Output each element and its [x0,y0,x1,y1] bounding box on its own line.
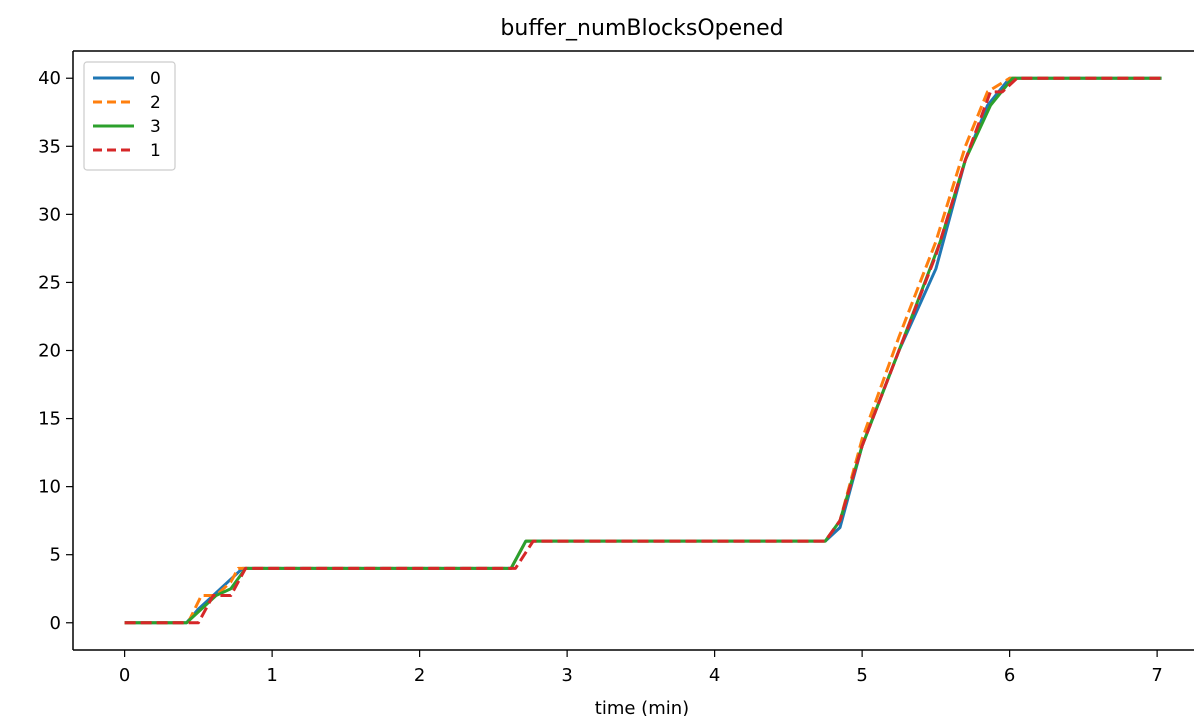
y-tick-label: 5 [50,545,61,566]
plot-area [125,78,1162,623]
y-tick-label: 0 [50,613,61,634]
legend: 0 2 3 1 [84,62,175,170]
x-tick-label: 0 [119,665,130,686]
x-tick-label: 3 [561,665,572,686]
y-tick-label: 25 [38,272,61,293]
y-tick-label: 40 [38,68,61,89]
legend-label-0: 0 [150,69,161,89]
x-tick-label: 1 [266,665,277,686]
y-tick-label: 30 [38,204,61,225]
x-tick-label: 6 [1004,665,1015,686]
x-tick-label: 5 [856,665,867,686]
legend-label-1: 1 [150,141,161,161]
x-tick-label: 2 [414,665,425,686]
series-line-1 [125,78,1162,623]
legend-label-2: 2 [150,93,161,113]
y-tick-label: 15 [38,409,61,430]
x-tick-label: 7 [1151,665,1162,686]
y-tick-label: 20 [38,341,61,362]
y-tick-label: 35 [38,136,61,157]
x-tick-label: 4 [709,665,720,686]
legend-label-3: 3 [150,117,161,137]
y-tick-label: 10 [38,477,61,498]
chart-title: buffer_numBlocksOpened [500,16,783,41]
x-axis-label: time (min) [595,698,689,716]
